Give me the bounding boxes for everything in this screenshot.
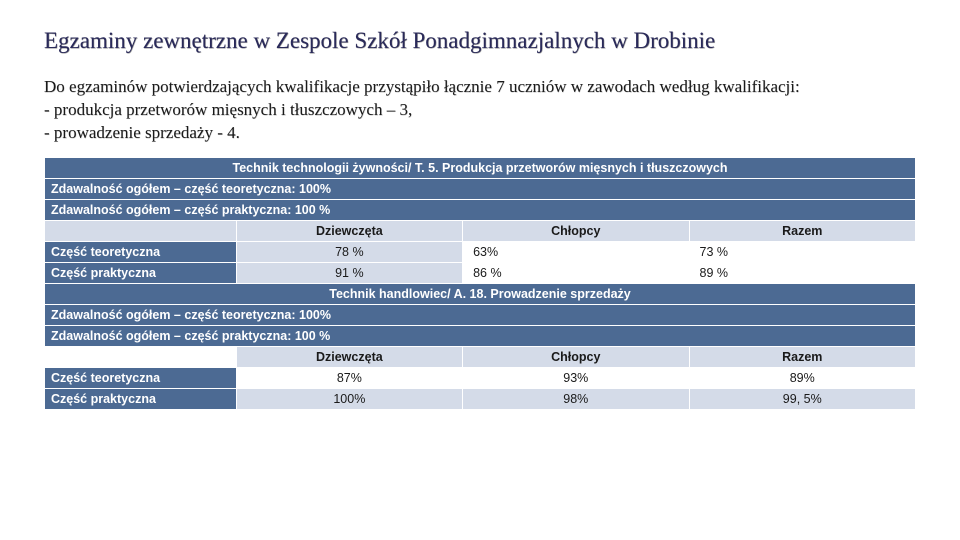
- table-row: Część teoretyczna 78 % 63% 73 %: [45, 241, 916, 262]
- pass-practice-1: Zdawalność ogółem – część praktyczna: 10…: [45, 199, 916, 220]
- cell: 91 %: [236, 262, 462, 283]
- table-row: Część praktyczna 91 % 86 % 89 %: [45, 262, 916, 283]
- col-girls-2: Dziewczęta: [236, 346, 462, 367]
- col-girls-1: Dziewczęta: [236, 220, 462, 241]
- table-row: Dziewczęta Chłopcy Razem: [45, 220, 916, 241]
- table-row: Dziewczęta Chłopcy Razem: [45, 346, 916, 367]
- table-row: Część teoretyczna 87% 93% 89%: [45, 367, 916, 388]
- cell: 93%: [463, 367, 689, 388]
- col-boys-2: Chłopcy: [463, 346, 689, 367]
- row-practice-label-2: Część praktyczna: [45, 388, 237, 409]
- table-row: Technik handlowiec/ A. 18. Prowadzenie s…: [45, 283, 916, 304]
- col-total-1: Razem: [689, 220, 915, 241]
- row-practice-label-1: Część praktyczna: [45, 262, 237, 283]
- cell: 78 %: [236, 241, 462, 262]
- empty-cell: [45, 220, 237, 241]
- table-row: Technik technologii żywności/ T. 5. Prod…: [45, 157, 916, 178]
- row-theory-label-2: Część teoretyczna: [45, 367, 237, 388]
- results-table: Technik technologii żywności/ T. 5. Prod…: [44, 157, 916, 410]
- intro-line-1: Do egzaminów potwierdzających kwalifikac…: [44, 77, 800, 96]
- row-theory-label-1: Część teoretyczna: [45, 241, 237, 262]
- cell: 63%: [463, 241, 689, 262]
- table-row: Część praktyczna 100% 98% 99, 5%: [45, 388, 916, 409]
- table-row: Zdawalność ogółem – część teoretyczna: 1…: [45, 178, 916, 199]
- cell: 87%: [236, 367, 462, 388]
- cell: 99, 5%: [689, 388, 915, 409]
- cell: 98%: [463, 388, 689, 409]
- table-row: Zdawalność ogółem – część praktyczna: 10…: [45, 325, 916, 346]
- table-row: Zdawalność ogółem – część teoretyczna: 1…: [45, 304, 916, 325]
- col-total-2: Razem: [689, 346, 915, 367]
- page-title: Egzaminy zewnętrzne w Zespole Szkół Pona…: [44, 28, 916, 54]
- pass-theory-1: Zdawalność ogółem – część teoretyczna: 1…: [45, 178, 916, 199]
- cell: 100%: [236, 388, 462, 409]
- pass-theory-2: Zdawalność ogółem – część teoretyczna: 1…: [45, 304, 916, 325]
- section-header-1: Technik technologii żywności/ T. 5. Prod…: [45, 157, 916, 178]
- pass-practice-2: Zdawalność ogółem – część praktyczna: 10…: [45, 325, 916, 346]
- cell: 89 %: [689, 262, 915, 283]
- empty-cell: [45, 346, 237, 367]
- intro-text: Do egzaminów potwierdzających kwalifikac…: [44, 76, 916, 145]
- section-header-2: Technik handlowiec/ A. 18. Prowadzenie s…: [45, 283, 916, 304]
- cell: 86 %: [463, 262, 689, 283]
- intro-line-3: - prowadzenie sprzedaży - 4.: [44, 123, 240, 142]
- intro-line-2: - produkcja przetworów mięsnych i tłuszc…: [44, 100, 412, 119]
- col-boys-1: Chłopcy: [463, 220, 689, 241]
- cell: 89%: [689, 367, 915, 388]
- table-row: Zdawalność ogółem – część praktyczna: 10…: [45, 199, 916, 220]
- cell: 73 %: [689, 241, 915, 262]
